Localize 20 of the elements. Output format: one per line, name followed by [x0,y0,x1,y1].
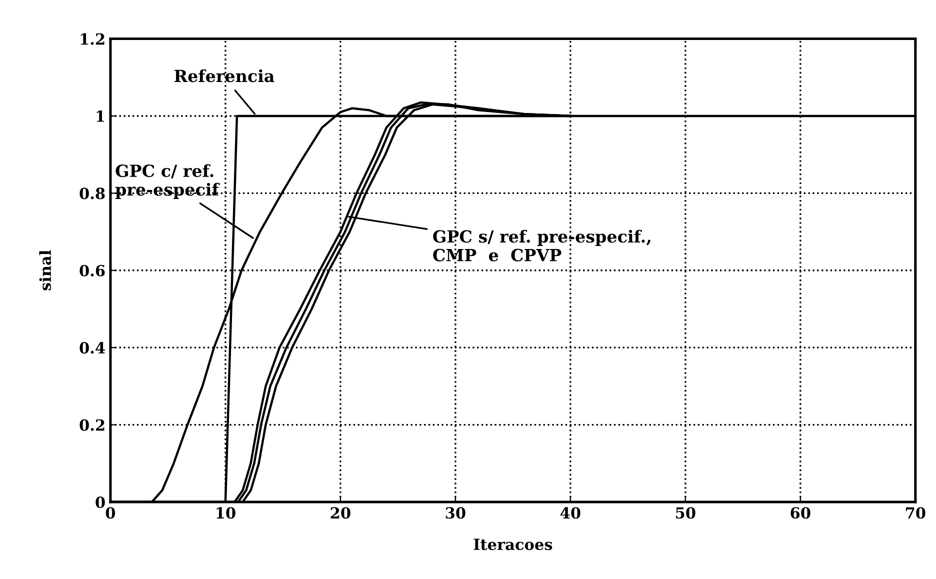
annotation: Referencia [174,69,274,82]
x-tick-label: 20 [330,507,350,519]
x-tick-label: 60 [790,507,810,519]
x-axis-title: Iteracoes [474,538,552,550]
y-tick-label: 0.6 [80,264,105,276]
y-tick-label: 0.4 [80,342,105,354]
x-tick-label: 10 [216,507,236,519]
y-tick-label: 0 [96,496,105,508]
x-tick-label: 70 [906,507,926,519]
annotation: GPC c/ ref. pre-especif [115,164,220,200]
y-tick-label: 1.2 [80,33,104,45]
y-tick-label: 0.2 [80,419,104,431]
x-tick-label: 0 [106,507,116,519]
y-tick-label: 1 [96,110,104,122]
x-tick-label: 30 [446,507,466,519]
x-tick-label: 40 [560,507,580,519]
annotation: GPC s/ ref. pre-especif., CMP e CPVP [433,230,650,262]
y-axis-title: sinal [39,250,52,290]
x-tick-label: 50 [676,507,696,519]
y-tick-label: 0.8 [80,188,105,200]
